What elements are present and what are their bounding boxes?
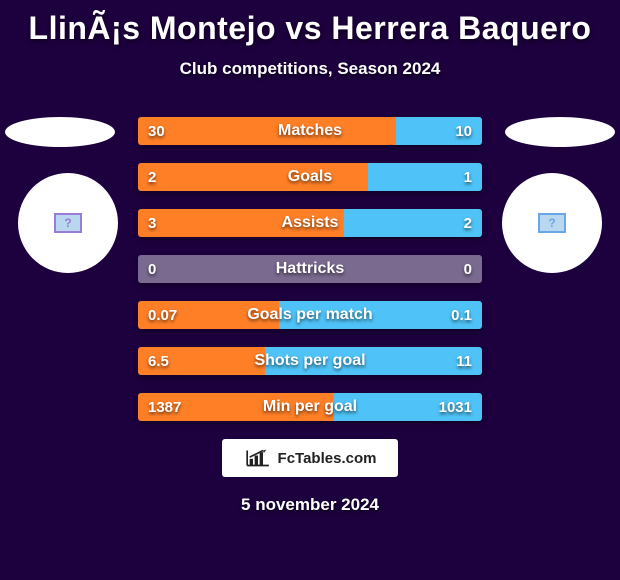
stat-value-right: 1031 bbox=[429, 393, 482, 421]
stat-value-left: 0 bbox=[138, 255, 166, 283]
stat-value-left: 0.07 bbox=[138, 301, 187, 329]
stat-row: 0.070.1Goals per match bbox=[138, 301, 482, 329]
stat-bar-left bbox=[138, 163, 368, 191]
stat-row: 32Assists bbox=[138, 209, 482, 237]
placeholder-image-icon: ? bbox=[54, 213, 82, 233]
stat-value-right: 1 bbox=[454, 163, 482, 191]
stat-row: 3010Matches bbox=[138, 117, 482, 145]
stat-bar-left bbox=[138, 117, 396, 145]
stat-value-right: 0.1 bbox=[441, 301, 482, 329]
stat-value-left: 6.5 bbox=[138, 347, 179, 375]
bar-chart-icon bbox=[244, 448, 272, 468]
stat-value-left: 3 bbox=[138, 209, 166, 237]
stat-row: 6.511Shots per goal bbox=[138, 347, 482, 375]
stat-value-right: 0 bbox=[454, 255, 482, 283]
badge-right-glyph: ? bbox=[548, 216, 555, 230]
stat-value-right: 11 bbox=[446, 347, 482, 375]
right-player-platform bbox=[505, 117, 615, 147]
comparison-stage: ? ? 3010Matches21Goals32Assists00Hattric… bbox=[0, 117, 620, 421]
stat-value-left: 1387 bbox=[138, 393, 191, 421]
stat-bar-left bbox=[138, 209, 344, 237]
page-subtitle: Club competitions, Season 2024 bbox=[0, 59, 620, 79]
attribution-badge: FcTables.com bbox=[222, 439, 398, 477]
stat-value-right: 2 bbox=[454, 209, 482, 237]
snapshot-date: 5 november 2024 bbox=[0, 495, 620, 515]
stat-row: 00Hattricks bbox=[138, 255, 482, 283]
stat-bars: 3010Matches21Goals32Assists00Hattricks0.… bbox=[138, 117, 482, 421]
placeholder-image-icon: ? bbox=[538, 213, 566, 233]
stat-value-left: 2 bbox=[138, 163, 166, 191]
right-player-badge: ? bbox=[502, 173, 602, 273]
left-player-badge: ? bbox=[18, 173, 118, 273]
attribution-text: FcTables.com bbox=[278, 450, 377, 467]
stat-value-left: 30 bbox=[138, 117, 175, 145]
badge-left-glyph: ? bbox=[64, 216, 71, 230]
stat-value-right: 10 bbox=[445, 117, 482, 145]
stat-row: 21Goals bbox=[138, 163, 482, 191]
left-player-platform bbox=[5, 117, 115, 147]
stat-row: 13871031Min per goal bbox=[138, 393, 482, 421]
page-title: LlinÃ¡s Montejo vs Herrera Baquero bbox=[0, 0, 620, 47]
